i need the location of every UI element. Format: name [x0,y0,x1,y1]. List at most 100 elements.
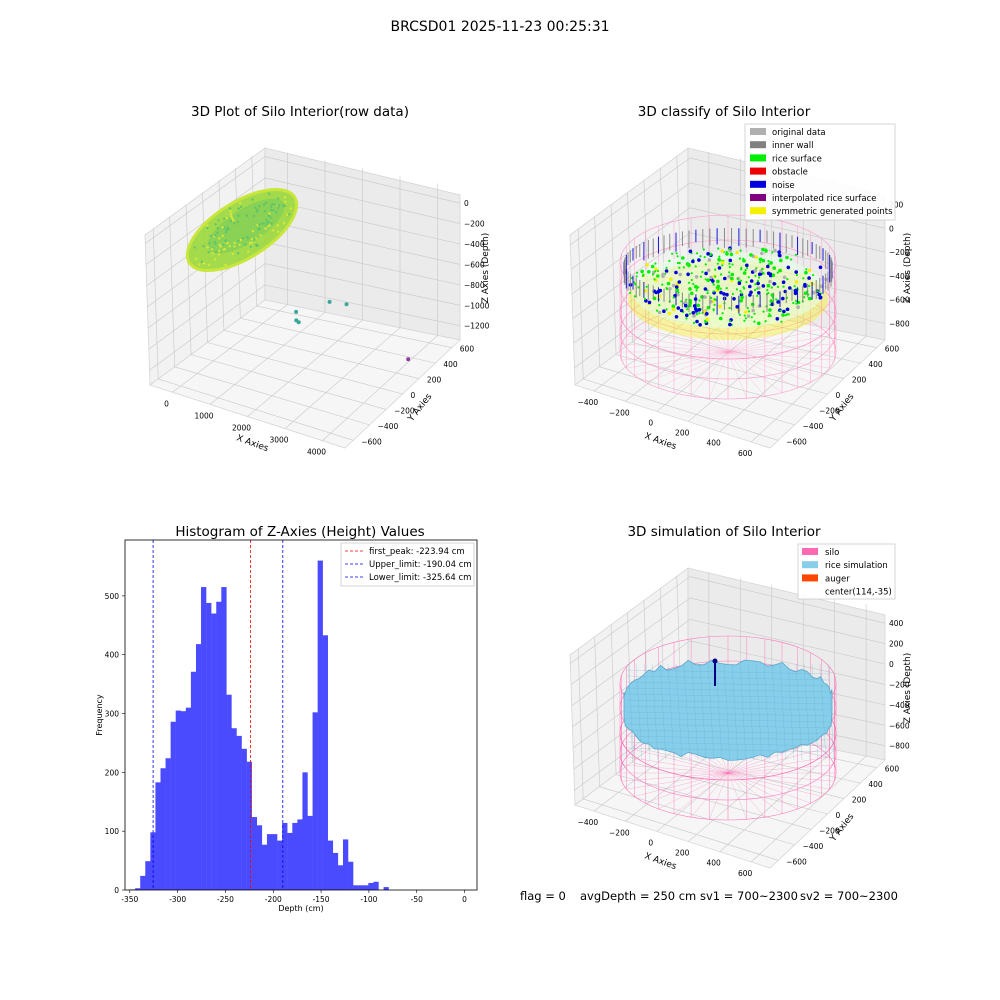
classified-point [769,299,774,303]
classified-point [661,283,664,286]
classified-point [782,275,787,280]
histogram-bar [332,852,339,890]
classified-point [656,274,660,278]
mesh-line [625,735,831,741]
silo-spoke [727,351,766,397]
legend-swatch [750,194,766,201]
surface-point [218,243,221,246]
classified-point [766,271,771,276]
classified-point [665,308,668,311]
classified-point [664,269,669,273]
silo-spoke [658,772,729,810]
histogram-bar [358,885,364,890]
classified-point [706,305,711,310]
histogram-frame [124,539,478,891]
histogram-bar [363,885,369,890]
legend-label: first_peak: -223.94 cm [369,547,465,557]
histogram-bar [195,644,202,890]
classified-point [665,266,668,269]
classified-point [696,303,701,308]
z-tick-label: −800 [464,281,485,290]
classified-point [714,275,717,278]
x-tick-label: 400 [707,859,722,868]
silo-spoke [626,351,729,369]
surface-point [270,208,273,212]
surface-point [268,212,271,215]
surface-point [245,214,249,217]
y-tick-label: 200 [852,796,867,805]
silo-spoke [727,328,822,353]
classified-point [768,279,772,284]
histogram-bar [272,834,278,890]
silo-spoke [621,764,729,774]
classified-point [776,300,780,304]
histogram-bar [373,881,379,890]
legend-label: auger [825,574,850,584]
classified-point [667,311,672,316]
mesh-line [625,729,831,735]
classified-point [674,315,679,319]
classified-point [647,300,652,305]
classified-point [785,255,789,260]
classified-point [771,251,774,254]
classified-point [742,286,745,289]
x-tick-label: -150 [313,895,330,904]
classified-point [749,290,753,295]
classified-point [719,316,723,321]
surface-point [272,209,275,212]
legend-label: center(114,-35) [825,588,892,598]
classified-point [654,270,657,273]
classified-point [735,288,739,291]
surface-point [219,245,222,248]
classified-point [635,275,638,278]
surface-point [213,258,217,261]
classified-point [685,262,690,266]
surface-point [238,201,242,205]
classified-point [788,286,792,290]
surface-point [206,226,209,230]
classified-point [758,276,761,279]
classified-point [709,275,713,280]
histogram-bar [287,832,293,890]
surface-point [236,220,240,224]
silo-spoke [727,772,783,814]
histogram-bar [317,560,323,890]
classified-point [725,250,728,253]
classified-point [686,272,690,277]
surface-point [259,234,262,237]
histogram-bar [327,840,334,890]
x-tick-label: 200 [675,849,690,858]
surface-point [264,201,268,204]
surface-point [214,242,217,245]
surface-point [216,231,219,234]
silo-spoke [709,351,729,399]
classified-point [775,317,780,321]
histogram-bar [307,815,313,890]
surface-point [282,222,286,225]
silo-spoke [727,772,835,782]
classified-point [769,314,772,317]
classified-point [706,289,709,292]
classified-point [740,266,743,269]
y-tick-label: −600 [361,437,382,446]
surface-point [193,246,196,249]
surface-point [263,203,266,206]
classified-point [691,259,695,264]
classified-point [766,264,770,269]
classified-point [720,249,725,253]
classified-point [790,258,793,261]
histogram-bar [185,707,192,890]
z-tick-label: −800 [889,742,910,751]
silo-spoke [727,772,798,810]
classified-point [768,313,771,316]
histogram-bar [160,768,166,890]
legend-label: interpolated rice surface [772,194,877,204]
rice-surface [623,659,833,761]
outlier-point [294,309,299,314]
surface-point [248,241,252,245]
z-tick-label: 0 [889,224,894,233]
surface-point [237,239,240,243]
classified-point [691,311,696,315]
classified-point [695,289,698,292]
z-tick-label: −600 [889,296,910,305]
